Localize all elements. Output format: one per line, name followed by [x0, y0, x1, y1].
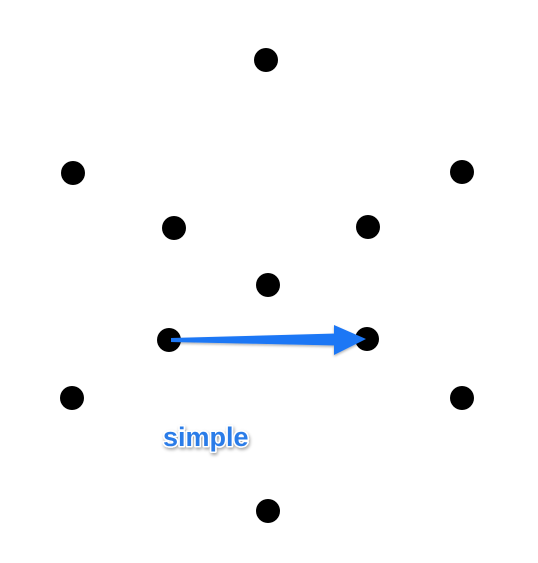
- dot-middle-right: [355, 327, 379, 351]
- dot-group: [60, 48, 474, 523]
- arrow-head: [334, 325, 366, 355]
- dot-top: [254, 48, 278, 72]
- dot-lower-right-outer: [450, 386, 474, 410]
- dot-upper-left-inner: [162, 216, 186, 240]
- dot-bottom: [256, 499, 280, 523]
- arrow: [171, 325, 366, 355]
- dot-lower-left-outer: [60, 386, 84, 410]
- arrow-shaft: [171, 333, 336, 346]
- dot-upper-left-outer: [61, 161, 85, 185]
- dot-middle-left: [157, 328, 181, 352]
- dot-upper-right-outer: [450, 160, 474, 184]
- dot-upper-right-inner: [356, 215, 380, 239]
- dot-center: [256, 273, 280, 297]
- caption-label: simple: [163, 422, 249, 452]
